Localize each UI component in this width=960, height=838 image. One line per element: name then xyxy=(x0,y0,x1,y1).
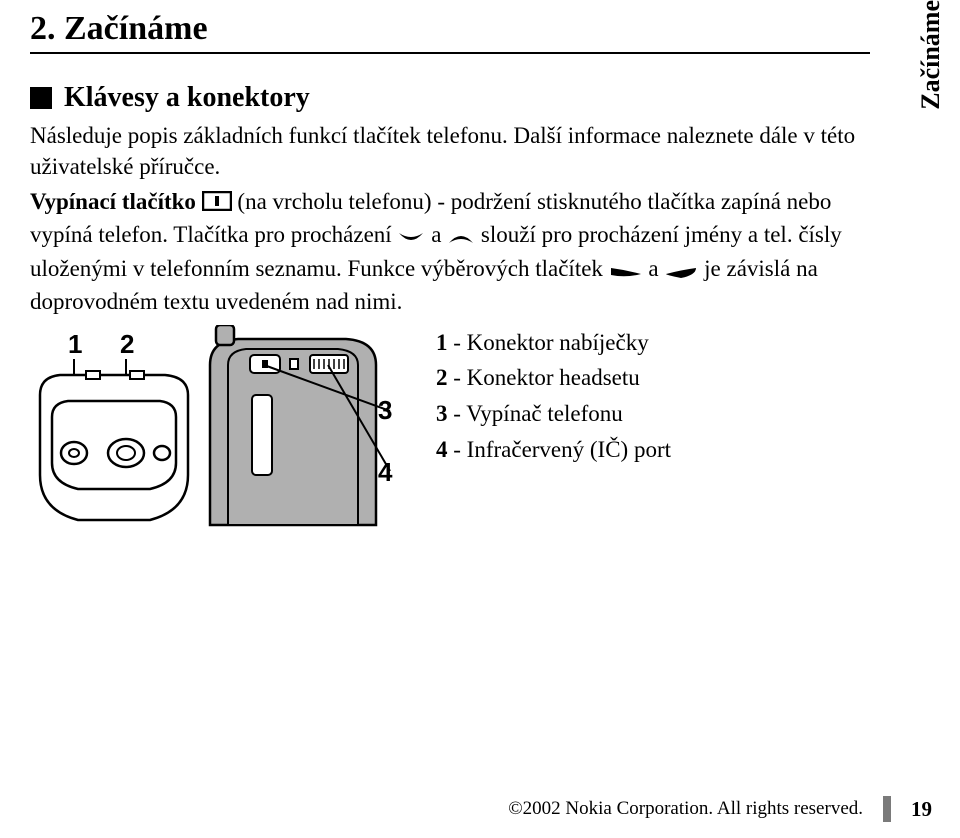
power-label: Vypínací tlačítko xyxy=(30,189,196,214)
divider xyxy=(30,52,870,54)
text-span: a xyxy=(648,256,658,281)
page-bar-icon xyxy=(883,796,891,822)
legend-item: 1 - Konektor nabíječky xyxy=(436,325,671,361)
side-tab: Začínáme xyxy=(916,0,946,110)
copyright-text: ©2002 Nokia Corporation. All rights rese… xyxy=(508,798,863,820)
diagram-row: 1 2 xyxy=(30,325,910,535)
controls-paragraph: Vypínací tlačítko (na vrcholu telefonu) … xyxy=(30,186,868,317)
legend-list: 1 - Konektor nabíječky 2 - Konektor head… xyxy=(436,325,671,468)
page-number: 19 xyxy=(911,797,932,822)
legend-item: 3 - Vypínač telefonu xyxy=(436,396,671,432)
diagram-label-3: 3 xyxy=(378,395,392,425)
intro-paragraph: Následuje popis základních funkcí tlačít… xyxy=(30,120,868,182)
diagram-label-2: 2 xyxy=(120,329,134,359)
select-left-icon xyxy=(609,255,643,286)
chapter-title: 2. Začínáme xyxy=(30,10,910,48)
section-header: Klávesy a konektory xyxy=(30,82,910,114)
text-span: a xyxy=(431,222,441,247)
section-title: Klávesy a konektory xyxy=(64,82,310,114)
diagram-label-4: 4 xyxy=(378,457,393,487)
phone-diagram: 1 2 xyxy=(30,325,400,535)
legend-item: 2 - Konektor headsetu xyxy=(436,360,671,396)
diagram-label-1: 1 xyxy=(68,329,82,359)
power-icon xyxy=(202,188,232,219)
legend-item: 4 - Infračervený (IČ) port xyxy=(436,432,671,468)
nav-up-icon xyxy=(447,222,475,253)
section-bullet-icon xyxy=(30,87,52,109)
footer: ©2002 Nokia Corporation. All rights rese… xyxy=(52,796,932,822)
select-right-icon xyxy=(664,255,698,286)
nav-down-icon xyxy=(397,222,425,253)
